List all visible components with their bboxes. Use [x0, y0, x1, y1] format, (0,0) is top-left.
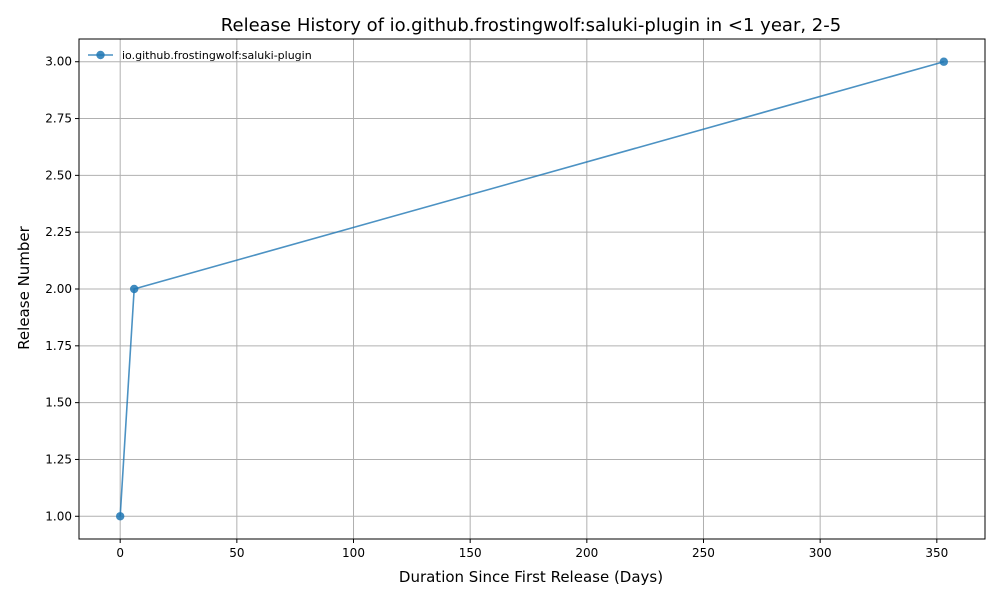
x-tick-label: 0: [116, 546, 124, 560]
x-tick-label: 100: [342, 546, 365, 560]
data-point: [115, 512, 125, 521]
x-axis-label: Duration Since First Release (Days): [399, 568, 663, 586]
tick-marks: 0 50 100 150 200 250 300 350 1.00 1.25 1.50 1.75 2.0…: [45, 55, 948, 560]
series-layer: [115, 57, 949, 521]
data-point: [939, 57, 949, 66]
legend-marker: [96, 50, 105, 60]
y-axis-label: Release Number: [15, 225, 33, 349]
grid-lines: [79, 39, 985, 539]
legend-label: io.github.frostingwolf:saluki-plugin: [122, 49, 312, 62]
y-tick-label: 2.25: [45, 225, 72, 239]
y-tick-label: 1.75: [45, 339, 72, 353]
y-tick-label: 1.50: [45, 396, 72, 410]
x-tick-label: 300: [809, 546, 832, 560]
y-tick-label: 3.00: [45, 55, 72, 69]
x-tick-label: 50: [229, 546, 244, 560]
legend: io.github.frostingwolf:saluki-plugin: [88, 49, 312, 62]
y-tick-label: 1.00: [45, 509, 72, 523]
x-tick-label: 250: [692, 546, 715, 560]
x-tick-label: 350: [925, 546, 948, 560]
y-tick-label: 2.50: [45, 168, 72, 182]
y-tick-label: 2.75: [45, 112, 72, 126]
data-point: [129, 284, 139, 294]
x-tick-label: 200: [575, 546, 598, 560]
x-tick-label: 150: [459, 546, 482, 560]
chart-title: Release History of io.github.frostingwol…: [221, 15, 841, 36]
y-tick-label: 1.25: [45, 452, 72, 466]
y-tick-label: 2.00: [45, 282, 72, 296]
